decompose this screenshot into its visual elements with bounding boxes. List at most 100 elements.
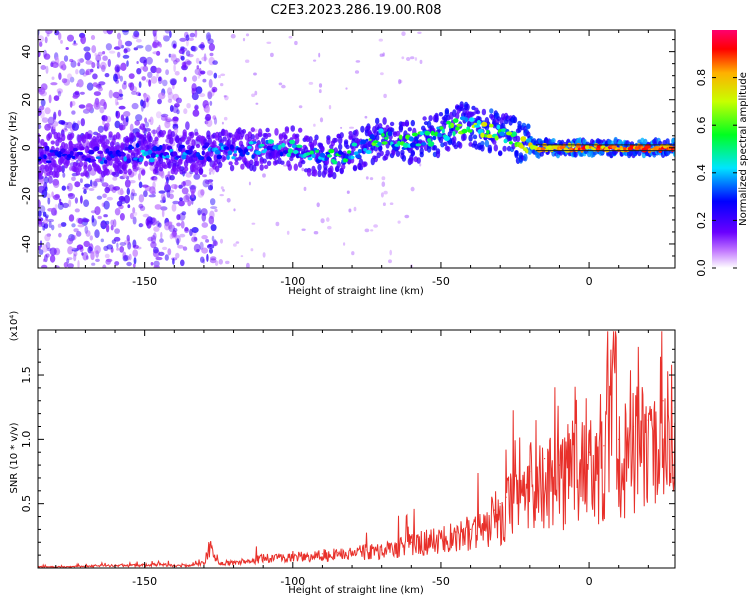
ridge-halo-point: [523, 153, 528, 162]
speckle-point: [108, 89, 113, 99]
speckle-point: [43, 176, 49, 184]
speckle-point: [313, 123, 316, 127]
speckle-point: [95, 84, 100, 89]
speckle-point: [116, 96, 124, 101]
ridge-halo-point: [434, 114, 439, 122]
speckle-point: [104, 73, 110, 78]
speckle-point: [201, 247, 209, 254]
speckle-point: [153, 232, 157, 240]
ridge-core-point: [441, 128, 445, 134]
speckle-point: [153, 265, 160, 268]
snr-point: [262, 557, 264, 559]
speckle-point: [190, 45, 196, 52]
colorbar: 0.0 0.2 0.4 0.6 0.8 Normalized spectral ampl…: [695, 30, 749, 277]
speckle-point: [132, 216, 137, 225]
speckle-point: [100, 238, 105, 243]
speckle-point: [126, 187, 130, 195]
speckle-point: [58, 72, 62, 80]
ridge-core-point: [365, 138, 369, 142]
colorbar-tick-label: 0.6: [695, 116, 708, 134]
speckle-point: [122, 255, 128, 262]
ridge-halo-point: [290, 125, 295, 132]
ridge-halo-point: [502, 145, 507, 152]
speckle-point: [118, 195, 126, 202]
colorbar-tick-label: 0.8: [695, 69, 708, 87]
speckle-point: [67, 182, 73, 192]
ridge-core-point: [575, 143, 582, 149]
speckle-point: [113, 186, 121, 191]
ridge-halo-point: [312, 170, 318, 177]
speckle-point: [66, 258, 70, 264]
ridge-halo-point: [108, 131, 113, 138]
ridge-core-point: [327, 154, 332, 158]
speckle-point: [155, 256, 163, 261]
ridge-halo-point: [475, 110, 481, 115]
ridge-halo-point: [274, 127, 279, 136]
speckle-point: [185, 34, 190, 41]
ridge-halo-point: [252, 164, 257, 172]
speckle-point: [82, 251, 88, 261]
speckle-point: [167, 87, 173, 95]
speckle-point: [74, 208, 80, 213]
speckle-point: [139, 223, 144, 227]
speckle-point: [47, 175, 53, 184]
speckle-point: [90, 210, 97, 214]
speckle-point: [364, 228, 370, 233]
speckle-point: [388, 259, 392, 264]
speckle-point: [119, 188, 124, 196]
ridge-core-point: [381, 133, 385, 137]
ridge-halo-point: [170, 131, 175, 138]
speckle-point: [113, 73, 118, 82]
speckle-point: [301, 167, 305, 172]
speckle-point: [132, 207, 136, 214]
speckle-point: [148, 119, 152, 123]
speckle-point: [124, 179, 131, 188]
speckle-point: [158, 190, 166, 194]
speckle-point: [160, 206, 168, 211]
speckle-point: [97, 51, 103, 57]
speckle-point: [69, 58, 74, 63]
speckle-point: [160, 113, 169, 118]
ridge-halo-point: [375, 117, 380, 125]
speckle-point: [380, 72, 384, 76]
speckle-point: [373, 224, 378, 228]
speckle-point: [167, 91, 174, 101]
speckle-point: [83, 199, 90, 207]
speckle-point: [62, 172, 66, 178]
ridge-core-point: [456, 123, 463, 127]
speckle-point: [151, 41, 158, 49]
ridge-halo-point: [226, 138, 232, 147]
ridge-core-point: [172, 151, 178, 157]
speckle-point: [142, 213, 150, 218]
speckle-point: [223, 95, 227, 98]
ridge-halo-point: [419, 151, 424, 158]
speckle-point: [175, 97, 182, 104]
speckle-point: [68, 193, 75, 200]
speckle-point: [160, 115, 168, 121]
ridge-halo-point: [179, 169, 184, 175]
ridge-core-point: [106, 156, 113, 161]
speckle-point: [210, 206, 218, 210]
speckle-point: [205, 105, 211, 114]
speckle-point: [38, 199, 41, 208]
ridge-core-point: [138, 157, 144, 163]
speckle-point: [176, 238, 180, 246]
ridge-core-point: [481, 121, 488, 127]
speckle-point: [202, 174, 207, 178]
ridge-core-point: [450, 122, 455, 128]
speckle-point: [103, 214, 108, 218]
ridge-halo-point: [416, 157, 421, 164]
speckle-point: [235, 241, 240, 244]
speckle-point: [397, 220, 401, 224]
ridge-halo-point: [480, 140, 485, 147]
ridge-halo-point: [326, 137, 331, 145]
speckle-point: [84, 51, 91, 61]
speckle-point: [158, 76, 162, 82]
speckle-point: [326, 217, 330, 222]
speckle-point: [164, 117, 172, 121]
speckle-point: [213, 117, 218, 125]
speckle-point: [43, 53, 51, 60]
speckle-point: [193, 237, 198, 241]
snr-point: [209, 544, 211, 546]
ridge-core-point: [512, 131, 517, 137]
